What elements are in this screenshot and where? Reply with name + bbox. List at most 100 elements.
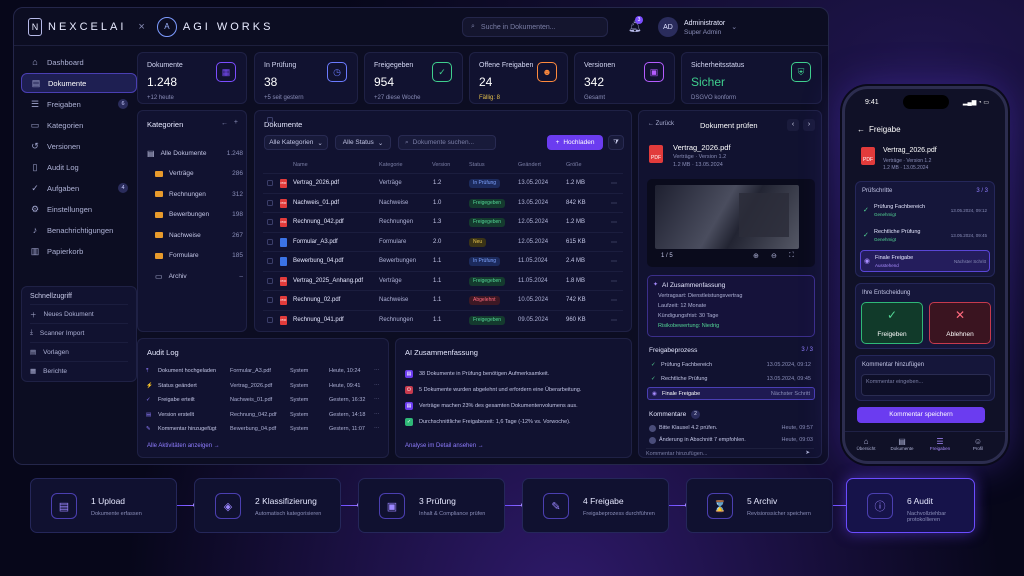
analysis-link[interactable]: Analyse im Detail ansehen → [405,443,484,449]
select-all-checkbox[interactable] [267,117,273,123]
sidebar-item-aufgaben[interactable]: ✓ Aufgaben 4 [21,178,137,198]
audit-action: Version erstellt [158,411,195,418]
fullscreen-icon[interactable]: ⛶ [789,252,794,259]
upload-button[interactable]: + Hochladen [547,135,603,150]
status-filter[interactable]: Alle Status ⌄ [335,135,391,150]
document-search[interactable]: ⌕ Dokumente suchen... [398,135,496,150]
column-header[interactable]: Status [469,162,485,168]
process-step-card[interactable]: ⓘ 6 Audit Nachvollziehbar protokollieren [846,478,975,533]
sidebar-item-freigaben[interactable]: ☰ Freigaben 6 [21,94,137,114]
row-checkbox[interactable] [267,297,273,303]
table-row[interactable]: PDF Vertrag_2025_Anhang.pdf Verträge 1.1… [263,270,623,291]
more-icon[interactable]: ⋯ [374,411,380,418]
more-icon[interactable]: ⋯ [611,278,617,285]
quick-item-scanner[interactable]: ⤓ Scanner Import [30,323,128,342]
more-icon[interactable]: ⋯ [611,220,617,226]
category-item[interactable]: Nachweise 267 [147,225,243,245]
user-menu[interactable]: AD Administrator Super Admin ⌄ [658,17,737,37]
review-comment-input[interactable]: Kommentar hinzufügen... ➤ [646,448,814,460]
more-icon[interactable]: ⋯ [374,426,380,432]
chevron-right-icon[interactable]: › [803,119,815,131]
sidebar-item-papierkorb[interactable]: ▥ Papierkorb [21,241,137,261]
category-count: 267 [232,231,243,239]
row-checkbox[interactable] [267,219,273,225]
more-icon[interactable]: ⋯ [611,239,617,246]
row-checkbox[interactable] [267,277,273,284]
process-step-card[interactable]: ⌛ 5 Archiv Revisionssicher speichern [686,478,833,533]
more-icon[interactable]: ⋯ [374,382,380,389]
back-arrow-icon[interactable]: ← [857,125,865,134]
tab-documents[interactable]: ▤ Dokumente [887,437,917,451]
more-icon[interactable]: ⋯ [611,259,617,265]
more-icon[interactable]: ⋯ [611,200,617,207]
plus-icon[interactable]: + [233,119,238,126]
column-header[interactable]: Version [432,162,451,168]
category-item[interactable]: Rechnungen 312 [147,184,243,204]
send-icon[interactable]: ➤ [805,450,810,456]
tab-approvals[interactable]: ☰ Freigaben [925,437,955,451]
chevron-left-icon[interactable]: ‹ [787,119,799,131]
column-header[interactable]: Größe [566,162,582,168]
row-checkbox[interactable] [267,199,273,206]
row-checkbox[interactable] [267,180,273,186]
phone-step: ◉ Finale Freigabe Ausstehend Nächster Sc… [860,250,990,272]
tab-overview[interactable]: ⌂ Übersicht [851,437,881,451]
tab-profile[interactable]: ☺ Profil [963,437,993,451]
sidebar-item-dashboard[interactable]: ⌂ Dashboard [21,52,137,72]
arrow-left-icon[interactable]: ← [221,120,228,127]
row-checkbox[interactable] [267,316,273,323]
save-comment-button[interactable]: Kommentar speichern [857,407,985,423]
more-icon[interactable]: ⋯ [611,317,617,324]
category-item[interactable]: Verträge 286 [147,164,243,184]
column-header[interactable]: Name [293,162,308,168]
table-row[interactable]: Bewerbung_04.pdf Bewerbungen 1.1 In Prüf… [263,251,623,271]
sidebar-item-einstellungen[interactable]: ⚙ Einstellungen [21,199,137,219]
table-row[interactable]: PDF Rechnung_042.pdf Rechnungen 1.3 Frei… [263,212,623,232]
row-checkbox[interactable] [267,238,273,245]
quick-item-new-document[interactable]: ＋ Neues Dokument [30,304,128,323]
column-header[interactable]: Geändert [518,162,541,168]
more-icon[interactable]: ⋯ [611,181,617,187]
table-row[interactable]: Formular_A3.pdf Formulare 2.0 Neu 12.05.… [263,231,623,252]
more-icon[interactable]: ⋯ [374,397,380,403]
sidebar-item-versionen[interactable]: ↺ Versionen [21,136,137,156]
category-item[interactable]: Bewerbungen 198 [147,205,243,225]
quick-item-templates[interactable]: ▤ Vorlagen [30,342,128,361]
approve-button[interactable]: ✓ Freigeben [861,302,923,344]
process-step-card[interactable]: ▣ 3 Prüfung Inhalt & Compliance prüfen [358,478,505,533]
more-icon[interactable]: ⋯ [611,298,617,304]
category-filter[interactable]: Alle Kategorien ⌄ [264,135,328,150]
table-row[interactable]: PDF Vertrag_2026.pdf Verträge 1.2 In Prü… [263,173,623,193]
sidebar-item-dokumente[interactable]: ▤ Dokumente [21,73,137,93]
zoom-in-icon[interactable]: ⊕ [753,253,759,260]
quick-item-reports[interactable]: ▦ Berichte [30,361,128,380]
category-item[interactable]: Formulare 185 [147,246,243,266]
sidebar-item-benachrichtigungen[interactable]: ♪ Benachrichtigungen [21,220,137,240]
table-row[interactable]: PDF Rechnung_041.pdf Rechnungen 1.1 Frei… [263,309,623,330]
audit-row[interactable]: ⤒ Dokument hochgeladen Formular_A3.pdf S… [146,365,380,379]
search-input[interactable]: ⌕ Suche in Dokumenten... [462,17,608,37]
column-header[interactable]: Kategorie [379,162,403,168]
all-activities-link[interactable]: Alle Aktivitäten anzeigen → [147,443,220,449]
category-item[interactable]: ▤ Alle Dokumente 1.248 [147,143,243,163]
table-row[interactable]: PDF Nachweis_01.pdf Nachweise 1.0 Freige… [263,192,623,213]
more-icon[interactable]: ⋯ [374,368,380,374]
sidebar-item-audit-log[interactable]: ▯ Audit Log [21,157,137,177]
audit-row[interactable]: ✓ Freigabe erteilt Nachweis_01.pdf Syste… [146,394,380,408]
audit-row[interactable]: ⚡ Status geändert Vertrag_2026.pdf Syste… [146,380,380,394]
process-step-card[interactable]: ▤ 1 Upload Dokumente erfassen [30,478,177,533]
audit-row[interactable]: ▤ Version erstellt Rechnung_042.pdf Syst… [146,409,380,423]
audit-row[interactable]: ✎ Kommentar hinzugefügt Bewerbung_04.pdf… [146,423,380,437]
reject-button[interactable]: ✕ Ablehnen [929,302,991,344]
row-checkbox[interactable] [267,258,273,264]
filter-icon[interactable]: ⧩ [608,135,624,150]
bell-icon[interactable]: 🔔︎ 3 [628,16,643,33]
sidebar-item-kategorien[interactable]: ▭ Kategorien [21,115,137,135]
process-step-card[interactable]: ◈ 2 Klassifizierung Automatisch kategori… [194,478,341,533]
back-link[interactable]: ← Zurück [648,121,675,127]
zoom-out-icon[interactable]: ⊖ [771,253,777,260]
table-row[interactable]: PDF Rechnung_02.pdf Nachweise 1.1 Abgele… [263,290,623,310]
phone-comment-input[interactable]: Kommentar eingeben... [861,374,991,396]
process-step-card[interactable]: ✎ 4 Freigabe Freigabeprozess durchführen [522,478,669,533]
category-item[interactable]: ▭ Archiv – [147,266,243,286]
